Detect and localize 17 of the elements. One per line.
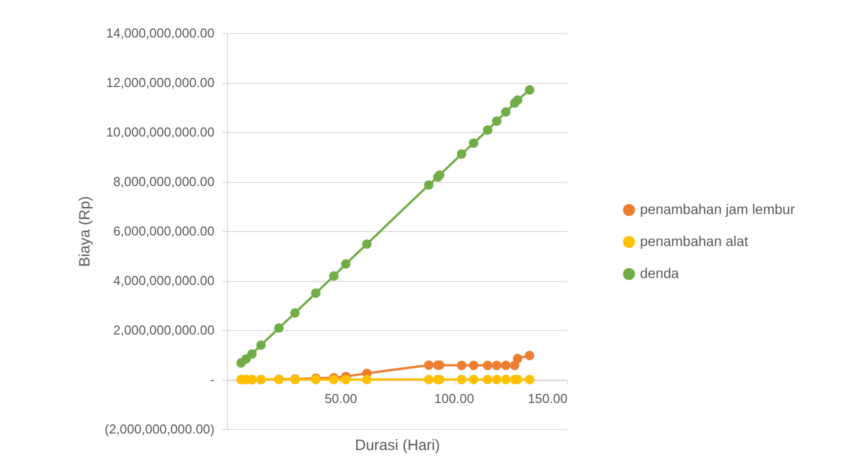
legend-label: penambahan alat [640,233,748,249]
y-tick-label: 2,000,000,000.00 [113,322,214,338]
y-axis-title: Biaya (Rp) [76,196,94,267]
y-tick-label: - [210,372,214,387]
legend-label: penambahan jam lembur [640,201,796,217]
x-tick-label: 100.00 [434,391,474,406]
y-tick-label: 12,000,000,000.00 [106,75,214,90]
x-tick-label: 50.00 [324,391,358,406]
x-axis-title: Durasi (Hari) [354,437,440,454]
y-tick-label: 14,000,000,000.00 [106,26,214,40]
x-tick-label: 150.00 [528,391,568,406]
y-tick-label: 10,000,000,000.00 [106,124,214,140]
y-tick-label: 4,000,000,000.00 [113,273,214,288]
legend-label: denda [640,265,680,281]
y-tick-label: 6,000,000,000.00 [113,224,214,238]
y-tick-label: (2,000,000,000.00) [104,422,214,436]
y-tick-label: 8,000,000,000.00 [113,174,214,189]
